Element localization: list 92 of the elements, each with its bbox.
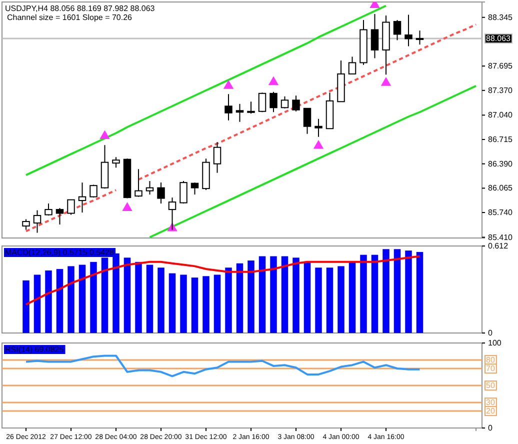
point xyxy=(268,76,279,86)
y-tick-label: 0.612 xyxy=(488,242,509,251)
bar xyxy=(135,262,142,333)
bar xyxy=(258,256,266,333)
candlestick xyxy=(224,94,232,121)
candlestick xyxy=(314,118,322,138)
ref-line-label: 50 xyxy=(486,381,496,390)
candlestick xyxy=(22,218,30,230)
candlestick xyxy=(303,108,312,134)
candlestick xyxy=(134,168,142,198)
bar xyxy=(304,262,311,333)
y-tick-label: 100 xyxy=(488,338,502,348)
y-tick-label: 86.065 xyxy=(488,184,514,193)
y-tick-label: 85.740 xyxy=(488,208,514,218)
candlestick xyxy=(157,182,165,204)
bar xyxy=(214,274,221,333)
ref-line-label: 70 xyxy=(486,364,496,374)
y-tick-label: 88.345 xyxy=(488,12,514,22)
bar xyxy=(56,269,64,333)
bar xyxy=(168,273,176,333)
bar xyxy=(191,278,198,333)
candlestick xyxy=(33,210,42,234)
bar xyxy=(78,264,86,333)
bar xyxy=(360,254,367,333)
candlestick xyxy=(270,91,278,113)
text: Channel size = 1601 Slope = 70.26 xyxy=(7,13,133,22)
bar xyxy=(45,270,52,333)
bar xyxy=(405,250,412,333)
line-series xyxy=(25,255,421,306)
candlestick xyxy=(292,95,300,112)
y-tick-label: 87.370 xyxy=(488,86,514,95)
line-series xyxy=(25,354,421,378)
candlestick xyxy=(280,96,289,109)
y-tick-label: 0 xyxy=(488,424,493,433)
bar xyxy=(180,274,187,333)
candlestick xyxy=(393,19,402,41)
line-series xyxy=(148,84,477,238)
candlestick xyxy=(190,182,199,196)
ref-line-label: 30 xyxy=(486,398,496,408)
bar xyxy=(416,252,424,333)
candlestick xyxy=(258,92,266,113)
candlestick xyxy=(416,30,424,46)
bar xyxy=(34,274,41,333)
point xyxy=(380,77,392,86)
chart-title: RSI(14) 69.0825 xyxy=(5,345,64,354)
bar xyxy=(315,268,322,333)
bar xyxy=(146,264,154,333)
bar xyxy=(371,254,378,333)
ref-line-label: 20 xyxy=(486,406,496,416)
candlestick xyxy=(236,103,244,122)
bar xyxy=(124,258,131,333)
ref-line-label: 80 xyxy=(486,356,496,365)
bar xyxy=(394,249,401,333)
y-tick-label: 87.695 xyxy=(488,62,514,71)
candlestick xyxy=(56,208,64,226)
bar xyxy=(292,258,300,333)
point xyxy=(223,80,234,89)
bar xyxy=(22,280,30,333)
candlestick xyxy=(112,156,120,168)
point xyxy=(313,140,324,149)
bar xyxy=(270,256,277,333)
bar xyxy=(68,266,74,333)
bar xyxy=(236,263,244,333)
bar xyxy=(225,268,232,333)
candlestick xyxy=(67,199,75,216)
point xyxy=(100,130,110,140)
candlestick xyxy=(247,101,255,114)
point xyxy=(122,202,132,211)
bar xyxy=(158,268,164,333)
bar xyxy=(90,262,97,333)
chart-title: USDJPY,H4 88.056 88.169 87.982 88.063 xyxy=(5,4,156,13)
bar xyxy=(281,256,288,333)
candlestick xyxy=(404,14,412,47)
bar xyxy=(348,262,356,333)
bar xyxy=(382,249,390,333)
y-tick-label: 87.040 xyxy=(488,110,514,120)
candlestick xyxy=(146,180,154,196)
candlestick xyxy=(213,142,222,174)
bar xyxy=(326,268,334,333)
y-tick-label: 0 xyxy=(488,328,493,338)
candlestick xyxy=(180,180,188,204)
y-tick-label: 85.410 xyxy=(488,232,514,242)
y-tick-label: 86.715 xyxy=(488,135,514,144)
candlestick xyxy=(78,182,86,214)
chart-title: MACD(12,26,9) 0.5715 0.5428 xyxy=(5,248,115,257)
ref-line-label: 88.063 xyxy=(486,34,512,44)
candlestick xyxy=(348,56,356,74)
bar xyxy=(248,260,254,333)
bar xyxy=(338,266,344,333)
bar xyxy=(202,276,210,333)
candlestick xyxy=(370,13,379,59)
y-tick-label: 86.390 xyxy=(488,159,514,168)
